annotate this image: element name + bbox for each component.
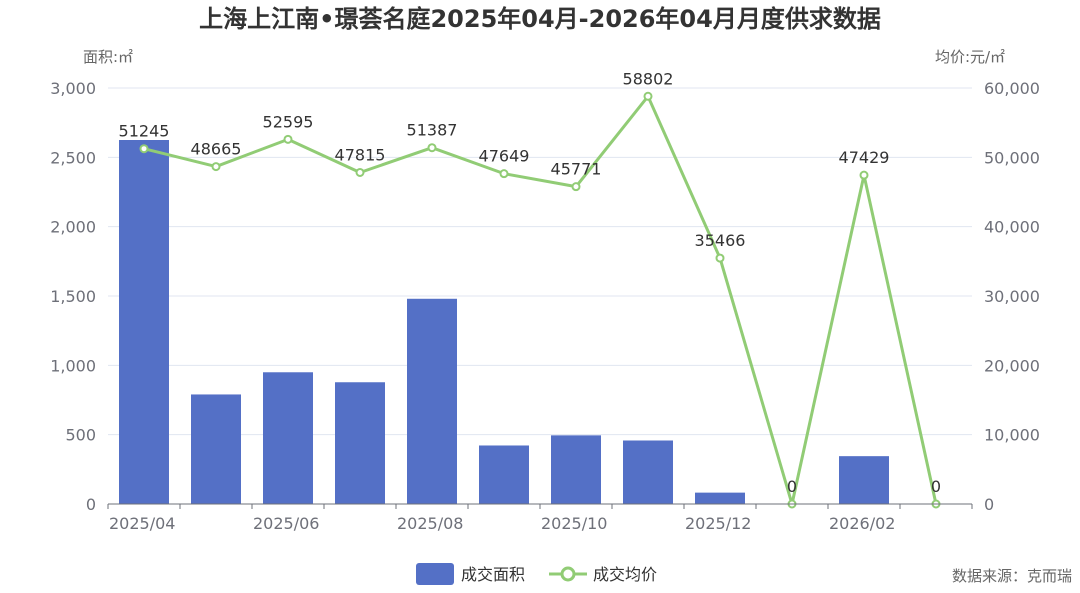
left-tick-label: 500: [65, 426, 96, 445]
left-axis-unit: 面积:㎡: [83, 48, 133, 66]
line-point[interactable]: [499, 169, 509, 179]
legend-line-label[interactable]: 成交均价: [593, 565, 657, 584]
left-tick-label: 1,000: [50, 356, 96, 375]
line-point[interactable]: [139, 144, 149, 154]
line-point[interactable]: [211, 162, 221, 172]
data-source: 数据来源：克而瑞: [952, 567, 1072, 585]
line-data-label: 47815: [335, 145, 386, 164]
right-axis-unit: 均价:元/㎡: [935, 48, 1005, 66]
line-point[interactable]: [715, 253, 725, 263]
legend-line-marker: [560, 566, 576, 582]
legend: 成交面积 成交均价: [416, 563, 657, 585]
line-data-label: 58802: [623, 69, 674, 88]
line-data-label: 51245: [119, 122, 170, 141]
right-tick-label: 0: [984, 495, 994, 514]
line-point[interactable]: [643, 91, 653, 101]
bar[interactable]: [839, 456, 889, 504]
bar[interactable]: [335, 382, 385, 504]
line-point[interactable]: [427, 143, 437, 153]
line-data-label: 51387: [407, 121, 458, 140]
right-tick-label: 60,000: [984, 79, 1040, 98]
left-tick-label: 3,000: [50, 79, 96, 98]
bar[interactable]: [479, 445, 529, 504]
price-line: [143, 94, 938, 506]
line-data-label: 48665: [191, 140, 242, 159]
x-tick-label: 2025/08: [397, 514, 463, 533]
x-tick-label: 2026/02: [829, 514, 895, 533]
bar[interactable]: [407, 298, 457, 504]
left-tick-label: 2,500: [50, 148, 96, 167]
right-tick-label: 50,000: [984, 148, 1040, 167]
left-tick-label: 2,000: [50, 218, 96, 237]
line-data-label: 45771: [551, 160, 602, 179]
line-point[interactable]: [571, 182, 581, 192]
right-tick-label: 30,000: [984, 287, 1040, 306]
bar-series: [119, 140, 889, 504]
x-tick-label: 2025/12: [685, 514, 751, 533]
right-tick-label: 40,000: [984, 218, 1040, 237]
left-tick-label: 0: [86, 495, 96, 514]
line-data-label: 0: [787, 477, 797, 496]
line-point[interactable]: [859, 170, 869, 180]
line-data-label: 35466: [695, 231, 746, 250]
line-point[interactable]: [355, 167, 365, 177]
line-data-label: 47429: [839, 148, 890, 167]
line-point[interactable]: [283, 134, 293, 144]
gridlines: [108, 87, 972, 436]
axes: 0 0 500 10,000 1,000 20,000 1,500 30,000 2,000 40…: [50, 79, 1040, 533]
line-data-label: 0: [931, 477, 941, 496]
bar[interactable]: [119, 140, 169, 504]
legend-bar-swatch[interactable]: [416, 563, 454, 585]
x-tick-label: 2025/04: [109, 514, 175, 533]
line-series: 51245 48665 52595 47815 51387 47649 45771 58802…: [119, 69, 941, 509]
bar[interactable]: [695, 492, 745, 504]
bar[interactable]: [263, 372, 313, 504]
x-tick-label: 2025/06: [253, 514, 319, 533]
right-tick-label: 10,000: [984, 426, 1040, 445]
line-data-label: 52595: [263, 112, 314, 131]
left-tick-label: 1,500: [50, 287, 96, 306]
chart-title: 上海上江南•璟荟名庭2025年04月-2026年04月月度供求数据: [199, 5, 881, 33]
legend-bar-label[interactable]: 成交面积: [461, 565, 525, 584]
bar[interactable]: [623, 440, 673, 504]
bar[interactable]: [551, 435, 601, 504]
line-data-label: 47649: [479, 147, 530, 166]
bar[interactable]: [191, 394, 241, 504]
right-tick-label: 20,000: [984, 356, 1040, 375]
x-tick-label: 2025/10: [541, 514, 607, 533]
